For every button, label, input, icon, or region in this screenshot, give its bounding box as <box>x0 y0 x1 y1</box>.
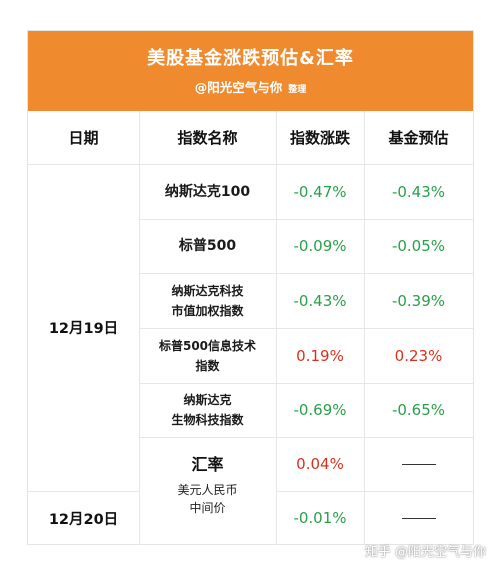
index-change-cell: 0.19% <box>296 346 344 365</box>
fx-change-cell: -0.01% <box>293 509 347 527</box>
grid-line <box>139 273 473 274</box>
grid-line <box>28 491 139 492</box>
dash-placeholder <box>401 463 436 465</box>
fund-estimate-cell: -0.05% <box>391 237 446 255</box>
index-name-line: 纳斯达克100 <box>164 183 251 200</box>
index-change-cell: -0.69% <box>293 401 347 419</box>
fx-title: 汇率 <box>191 455 224 474</box>
index-change-cell: -0.09% <box>293 237 347 255</box>
estimate-card: 美股基金涨跌预估&汇率 @阳光空气与你 整理 日期 指数名称 指数涨跌 基金预估 … <box>27 30 474 545</box>
date-cell: 12月19日 <box>48 321 119 337</box>
author-note: 整理 <box>288 85 307 95</box>
fx-change-cell: 0.04% <box>296 455 344 473</box>
watermark: 知乎 @阳光空气与你 <box>364 545 486 560</box>
index-name-line: 纳斯达克 <box>183 393 232 407</box>
index-name-line: 市值加权指数 <box>171 303 244 318</box>
fund-estimate-cell: 0.23% <box>394 346 443 365</box>
index-name-line: 生物科技指数 <box>171 413 244 427</box>
grid-line <box>139 328 473 329</box>
column-header-date: 日期 <box>68 129 99 147</box>
index-name-line: 标普500 <box>178 238 237 254</box>
grid-line <box>28 164 473 165</box>
fund-estimate-cell: -0.39% <box>391 291 446 310</box>
card-header: 美股基金涨跌预估&汇率 @阳光空气与你 整理 <box>28 31 473 111</box>
grid-line <box>139 219 473 220</box>
estimate-table: 日期 指数名称 指数涨跌 基金预估 12月19日 12月20日 纳斯达克100 … <box>28 111 473 545</box>
column-header-index-name: 指数名称 <box>177 129 238 147</box>
grid-line <box>139 437 473 438</box>
index-name-line: 标普500信息技术 <box>158 338 257 353</box>
index-change-cell: -0.47% <box>293 182 347 201</box>
index-name-cell: 纳斯达克100 <box>139 164 276 219</box>
index-change-cell: -0.43% <box>293 291 347 310</box>
index-name-line: 指数 <box>195 358 220 373</box>
card-title: 美股基金涨跌预估&汇率 <box>147 48 354 69</box>
index-name-cell: 纳斯达克 生物科技指数 <box>139 383 276 437</box>
fx-fund-cell <box>364 491 473 545</box>
fund-estimate-cell: -0.65% <box>391 401 446 419</box>
column-header-index-change: 指数涨跌 <box>289 129 350 147</box>
fx-fund-cell <box>364 437 473 491</box>
grid-line <box>276 491 473 492</box>
index-name-line: 纳斯达克科技 <box>171 283 244 298</box>
dash-placeholder <box>401 517 436 519</box>
fund-estimate-cell: -0.43% <box>391 182 446 201</box>
fx-name-cell: 汇率 美元人民币 中间价 <box>139 451 276 517</box>
column-header-fund-estimate: 基金预估 <box>388 129 449 147</box>
fx-sub-line: 中间价 <box>189 501 226 515</box>
index-name-cell: 标普500 <box>139 219 276 273</box>
grid-line <box>139 383 473 384</box>
author-handle: @阳光空气与你 <box>194 80 283 95</box>
card-subtitle: @阳光空气与你 整理 <box>28 77 473 96</box>
index-name-cell: 纳斯达克科技 市值加权指数 <box>139 273 276 328</box>
date-cell: 12月20日 <box>48 511 119 528</box>
fx-sub-line: 美元人民币 <box>177 483 238 497</box>
index-name-cell: 标普500信息技术 指数 <box>139 328 276 383</box>
